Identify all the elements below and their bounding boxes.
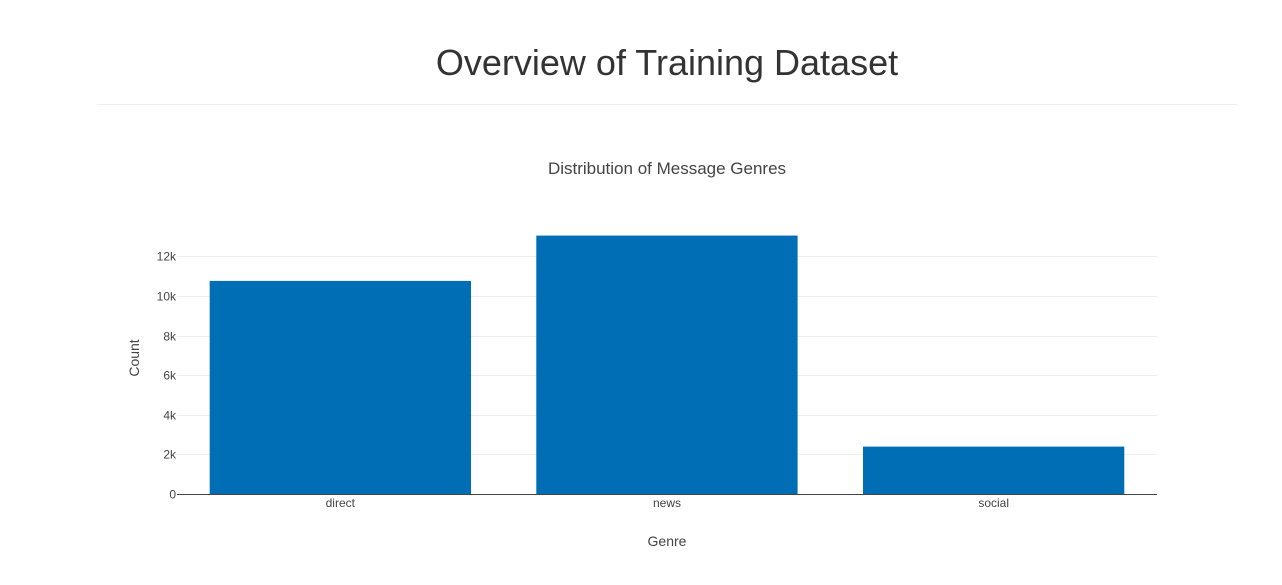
y-axis-title: Count [126,339,142,376]
bar-social[interactable] [863,446,1125,494]
page-header: Overview of Training Dataset [97,0,1237,105]
y-tick-label: 0 [169,488,176,502]
y-tick-label: 12k [157,250,177,264]
axes: 0 2k 4k 6k 8k 10k 12k direct news social [157,250,1157,510]
bar-news[interactable] [536,235,798,494]
chart-title: Distribution of Message Genres [548,159,786,178]
bars [209,235,1125,494]
x-axis-title: Genre [648,533,687,549]
x-tick-label: social [978,496,1009,510]
y-tick-label: 10k [157,290,177,304]
y-tick-label: 4k [163,409,177,423]
x-tick-label: news [653,496,681,510]
bar-direct[interactable] [209,280,471,494]
x-tick-label: direct [326,496,356,510]
page-title: Overview of Training Dataset [435,42,899,83]
y-tick-label: 2k [163,448,177,462]
y-tick-label: 8k [163,330,177,344]
y-tick-label: 6k [163,369,177,383]
